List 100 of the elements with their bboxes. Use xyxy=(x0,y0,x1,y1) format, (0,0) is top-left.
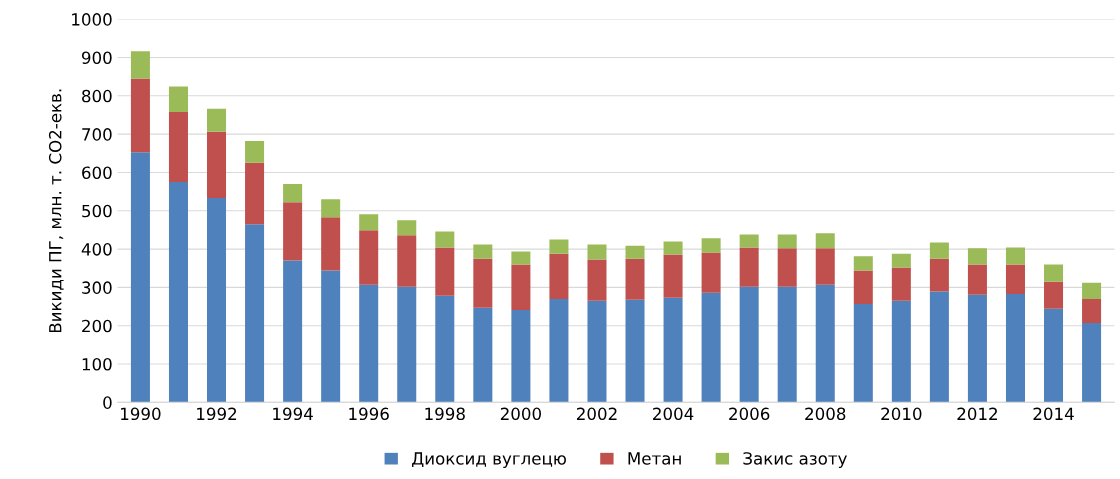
bar xyxy=(321,270,341,403)
y-tick-label: 500 xyxy=(82,204,112,218)
legend-label: Диоксид вуглецю xyxy=(412,452,566,468)
bar xyxy=(625,245,645,259)
bar xyxy=(815,233,835,249)
bar xyxy=(207,108,227,132)
y-tick-label: 300 xyxy=(82,281,112,294)
bar xyxy=(663,241,683,255)
bar xyxy=(549,239,569,254)
bar xyxy=(207,198,227,403)
bar xyxy=(397,235,417,287)
legend-label: Закис азоту xyxy=(743,452,847,468)
bar xyxy=(929,258,949,292)
bar xyxy=(625,258,645,300)
x-tick-label: 1998 xyxy=(425,407,465,421)
x-tick-label: 1994 xyxy=(273,407,313,421)
bar xyxy=(1005,247,1025,265)
bar xyxy=(701,252,721,293)
bar xyxy=(1044,264,1064,282)
legend-label: Метан xyxy=(628,452,681,465)
bar xyxy=(207,131,227,199)
bar xyxy=(815,284,835,403)
bar xyxy=(245,162,265,225)
bar xyxy=(283,183,303,203)
bar xyxy=(245,224,265,403)
bar xyxy=(1082,298,1102,324)
bar xyxy=(549,253,569,299)
bar xyxy=(321,199,341,218)
bar xyxy=(283,202,303,261)
x-tick-label: 2004 xyxy=(653,407,694,421)
y-axis-title: Викиди ПГ, млн. т. CO2-екв. xyxy=(48,89,64,333)
y-tick-label: 0 xyxy=(103,396,112,409)
bar xyxy=(777,248,797,287)
bar xyxy=(891,253,911,268)
y-tick-label: 100 xyxy=(82,358,112,371)
y-tick-label: 200 xyxy=(82,319,112,333)
x-tick-label: 2014 xyxy=(1033,407,1074,421)
bar xyxy=(815,248,835,285)
y-tick-label: 400 xyxy=(81,243,112,256)
bar xyxy=(587,259,607,301)
bar xyxy=(967,294,987,403)
bar xyxy=(967,248,987,265)
x-tick-label: 2008 xyxy=(805,407,846,421)
x-tick-label: 1996 xyxy=(349,407,389,421)
bar xyxy=(701,292,721,403)
bar xyxy=(853,270,873,304)
bar xyxy=(359,230,379,285)
bar xyxy=(739,234,759,248)
bar xyxy=(168,86,188,112)
bar xyxy=(777,234,797,249)
bar xyxy=(1005,293,1025,403)
bar xyxy=(967,264,987,295)
bar xyxy=(739,247,759,287)
y-tick-label: 600 xyxy=(82,166,112,180)
x-tick-label: 2012 xyxy=(957,407,997,421)
bar xyxy=(663,254,683,298)
x-tick-label: 1990 xyxy=(121,407,161,421)
bar xyxy=(283,260,303,403)
bar xyxy=(739,286,759,403)
bar xyxy=(435,295,455,403)
bar xyxy=(891,267,911,301)
bar xyxy=(130,51,150,79)
bar xyxy=(929,291,949,403)
bar xyxy=(359,214,379,231)
bar xyxy=(853,303,873,403)
bar xyxy=(549,298,569,403)
y-tick-label: 1000 xyxy=(72,13,112,26)
bar xyxy=(777,286,797,403)
bar xyxy=(1044,308,1064,403)
bar xyxy=(1044,281,1064,309)
bar xyxy=(1082,282,1102,299)
x-tick-label: 2000 xyxy=(500,407,541,421)
bar xyxy=(891,300,911,403)
bar xyxy=(511,264,531,311)
bar xyxy=(473,307,493,403)
bar xyxy=(321,217,341,271)
bar xyxy=(168,182,188,403)
x-tick-label: 2006 xyxy=(729,407,770,421)
x-tick-label: 2002 xyxy=(576,407,617,421)
y-tick-label: 700 xyxy=(82,128,112,141)
bar xyxy=(587,300,607,403)
bar xyxy=(511,310,531,403)
y-tick-label: 900 xyxy=(81,51,112,65)
y-tick-label: 800 xyxy=(82,89,112,103)
bar xyxy=(168,111,188,183)
bar xyxy=(625,299,645,403)
bar xyxy=(701,238,721,253)
x-tick-label: 1992 xyxy=(197,407,237,421)
bar xyxy=(511,251,531,265)
bar xyxy=(473,244,493,259)
bar xyxy=(245,141,265,163)
bar xyxy=(587,244,607,260)
bar xyxy=(853,256,873,271)
bar xyxy=(359,284,379,403)
bar xyxy=(929,242,949,259)
bar xyxy=(1082,323,1102,403)
bar xyxy=(435,231,455,248)
bar xyxy=(663,297,683,403)
x-tick-label: 2010 xyxy=(881,407,922,421)
bar xyxy=(397,220,417,236)
